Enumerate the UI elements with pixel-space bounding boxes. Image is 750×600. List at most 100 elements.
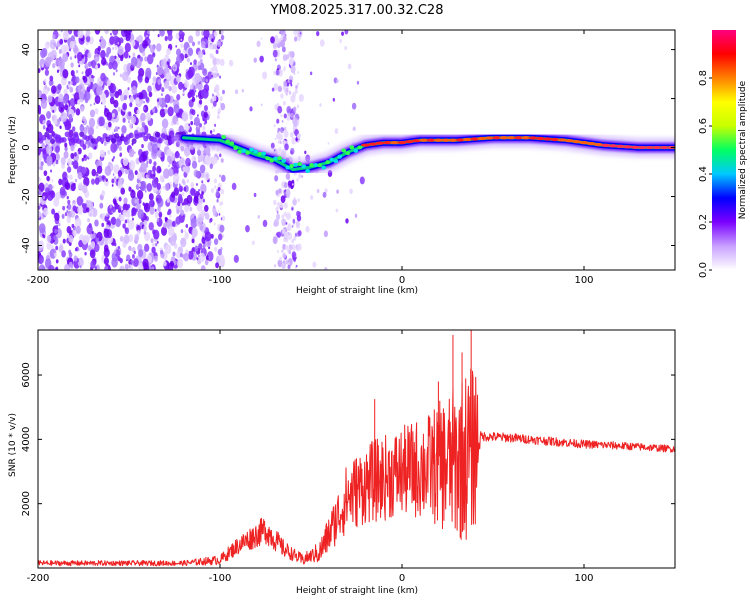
noise-speckle — [214, 246, 218, 252]
noise-speckle — [42, 85, 49, 96]
noise-speckle — [293, 258, 296, 263]
noise-speckle — [146, 160, 149, 165]
noise-speckle — [117, 245, 121, 250]
noise-speckle — [62, 69, 69, 79]
noise-speckle — [214, 123, 217, 127]
noise-speckle — [193, 195, 199, 204]
noise-speckle — [111, 60, 118, 70]
noise-speckle — [191, 238, 195, 244]
noise-speckle — [217, 233, 223, 241]
noise-speckle — [203, 30, 210, 39]
noise-speckle — [135, 97, 140, 105]
noise-speckle — [191, 160, 198, 169]
noise-speckle — [153, 255, 158, 262]
noise-speckle — [117, 178, 123, 186]
noise-speckle — [55, 266, 59, 270]
turbulent-blob — [293, 162, 299, 167]
noise-speckle — [69, 56, 73, 60]
noise-speckle — [75, 76, 80, 84]
noise-speckle — [60, 156, 66, 165]
turbulent-blob — [345, 151, 351, 156]
noise-speckle — [297, 198, 300, 203]
noise-speckle — [138, 199, 142, 204]
noise-speckle — [253, 57, 257, 63]
snr-xlabel: Height of straight line (km) — [296, 586, 418, 596]
noise-speckle — [145, 112, 152, 121]
noise-speckle — [205, 255, 210, 261]
noise-speckle — [299, 31, 302, 35]
noise-speckle — [130, 259, 134, 264]
noise-speckle — [176, 94, 181, 101]
noise-speckle — [58, 49, 62, 54]
noise-speckle — [279, 30, 285, 34]
noise-speckle — [111, 112, 115, 118]
noise-speckle — [283, 113, 287, 119]
noise-speckle — [154, 108, 158, 114]
noise-speckle — [336, 189, 340, 194]
noise-speckle — [124, 42, 131, 53]
noise-speckle — [43, 207, 49, 216]
noise-speckle — [120, 187, 126, 195]
noise-speckle — [112, 173, 115, 176]
noise-speckle — [150, 238, 154, 244]
noise-speckle — [122, 117, 126, 123]
noise-speckle — [296, 214, 302, 222]
noise-speckle — [211, 106, 214, 109]
noise-speckle — [219, 174, 222, 178]
noise-speckle — [213, 178, 218, 184]
noise-speckle — [169, 260, 174, 267]
noise-speckle — [123, 36, 127, 41]
hot-segment — [492, 136, 502, 140]
noise-speckle — [176, 209, 180, 215]
noise-speckle — [50, 49, 57, 60]
noise-speckle — [157, 206, 161, 212]
noise-speckle — [64, 104, 69, 111]
noise-speckle — [173, 187, 180, 196]
band-blob — [50, 138, 56, 144]
noise-speckle — [47, 87, 50, 92]
noise-speckle — [290, 131, 294, 138]
noise-speckle — [155, 194, 162, 204]
noise-speckle — [276, 213, 281, 221]
noise-speckle — [167, 106, 174, 117]
noise-speckle — [287, 231, 290, 236]
noise-speckle — [274, 58, 277, 62]
noise-speckle — [112, 30, 119, 36]
hot-segment — [426, 138, 436, 142]
noise-speckle — [279, 141, 282, 144]
noise-speckle — [276, 103, 280, 108]
noise-speckle — [90, 241, 96, 249]
noise-speckle — [139, 56, 144, 62]
noise-speckle — [52, 109, 55, 113]
noise-speckle — [189, 115, 193, 121]
noise-speckle — [151, 246, 156, 254]
noise-speckle — [291, 238, 295, 244]
noise-speckle — [38, 182, 45, 192]
noise-speckle — [64, 212, 68, 217]
hot-segment — [477, 136, 487, 141]
noise-speckle — [52, 34, 56, 40]
noise-speckle — [103, 108, 110, 118]
snr-frame — [37, 329, 676, 569]
noise-speckle — [67, 30, 73, 35]
noise-speckle — [67, 158, 72, 166]
noise-speckle — [176, 55, 181, 64]
hot-segment — [659, 145, 669, 150]
snr-panel: -200 -100 0 100 2000 4000 6000 Height of strai… — [8, 329, 676, 596]
noise-speckle — [99, 39, 102, 43]
noise-speckle — [61, 250, 66, 258]
noise-speckle — [184, 230, 187, 233]
noise-speckle — [66, 225, 72, 234]
hot-segment — [513, 136, 524, 140]
noise-speckle — [104, 105, 107, 108]
noise-speckle — [310, 195, 314, 201]
noise-speckle — [94, 30, 101, 35]
noise-speckle — [217, 248, 222, 256]
noise-speckle — [281, 127, 285, 132]
noise-speckle — [203, 171, 210, 181]
turbulent-blob — [309, 163, 315, 168]
noise-speckle — [166, 48, 171, 56]
noise-speckle — [334, 128, 339, 135]
noise-speckle — [149, 44, 153, 49]
noise-speckle — [40, 99, 48, 109]
